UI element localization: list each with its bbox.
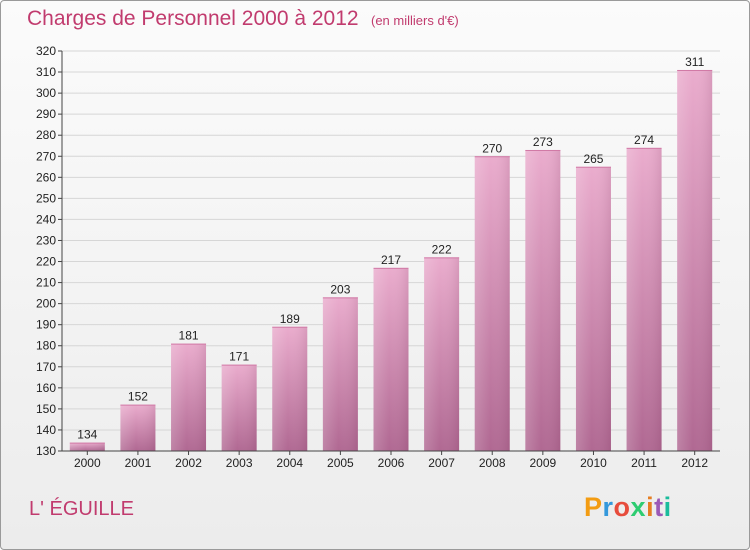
x-tick-label: 2010 [580, 456, 607, 470]
y-tick-label: 280 [36, 128, 56, 142]
y-tick-label: 170 [36, 360, 56, 374]
bar-shading [373, 267, 409, 451]
x-tick-label: 2007 [428, 456, 455, 470]
bar-shading [424, 257, 460, 451]
data-label: 134 [77, 428, 97, 442]
bars [69, 69, 713, 452]
x-tick-label: 2002 [175, 456, 202, 470]
data-label: 152 [128, 390, 148, 404]
y-tick-label: 200 [36, 297, 56, 311]
data-label: 270 [482, 141, 502, 155]
bar-shading [171, 343, 207, 451]
x-tick-label: 2008 [479, 456, 506, 470]
data-label: 273 [533, 135, 553, 149]
data-label: 171 [229, 350, 249, 364]
data-label: 274 [634, 133, 654, 147]
data-label: 222 [432, 242, 452, 256]
x-tick-label: 2001 [125, 456, 152, 470]
x-tick-label: 2012 [681, 456, 708, 470]
y-tick-label: 210 [36, 276, 56, 290]
y-tick-label: 160 [36, 381, 56, 395]
y-tick-label: 130 [36, 444, 56, 458]
y-tick-label: 250 [36, 191, 56, 205]
bar-shading [272, 326, 308, 451]
bar-shading [575, 166, 611, 451]
y-tick-label: 270 [36, 149, 56, 163]
bar-shading [120, 404, 156, 451]
x-tick-label: 2011 [631, 456, 657, 470]
logo-letter: r [602, 492, 614, 522]
logo-letter: i [663, 492, 672, 522]
bar-shading [525, 149, 561, 451]
axes: 130 140 150 160 170 180 190 200 210 220 230 240 250 2… [36, 44, 720, 470]
data-label: 203 [330, 282, 350, 296]
y-tick-label: 260 [36, 170, 56, 184]
data-label: 265 [583, 152, 603, 166]
y-tick-label: 240 [36, 212, 56, 226]
y-tick-label: 150 [36, 402, 56, 416]
x-tick-label: 2006 [378, 456, 405, 470]
bar-shading [69, 442, 105, 451]
proxiti-logo[interactable]: Proxiti [584, 492, 672, 523]
y-tick-label: 140 [36, 423, 56, 437]
chart-subtitle: (en milliers d'€) [371, 13, 459, 28]
value-labels: 134 152 181 171 189 203 217 222 270 273 265 274 311 [77, 55, 704, 442]
y-tick-label: 230 [36, 233, 56, 247]
bar-shading [626, 147, 662, 451]
y-tick-label: 190 [36, 318, 56, 332]
bar-shading [221, 364, 257, 451]
y-tick-label: 320 [36, 44, 56, 58]
x-tick-label: 2009 [529, 456, 556, 470]
x-tick-label: 2003 [226, 456, 253, 470]
data-label: 311 [685, 55, 704, 69]
data-label: 189 [280, 312, 300, 326]
logo-letter: x [630, 492, 647, 522]
bar-shading [322, 297, 358, 451]
logo-letter: P [584, 492, 603, 522]
y-tick-label: 290 [36, 107, 56, 121]
y-tick-label: 220 [36, 255, 56, 269]
y-tick-label: 300 [36, 86, 56, 100]
logo-letter: i [646, 492, 655, 522]
logo-letter: t [654, 492, 664, 522]
commune-name: L' ÉGUILLE [29, 498, 134, 520]
bar-shading [677, 69, 713, 452]
x-tick-label: 2004 [276, 456, 303, 470]
chart-title: Charges de Personnel 2000 à 2012 [27, 7, 359, 30]
logo-letter: o [613, 492, 631, 522]
data-label: 217 [381, 253, 401, 267]
data-label: 181 [179, 329, 199, 343]
x-tick-label: 2005 [327, 456, 354, 470]
x-tick-label: 2000 [74, 456, 101, 470]
y-tick-label: 180 [36, 339, 56, 353]
bar-shading [474, 156, 510, 451]
y-tick-label: 310 [36, 65, 56, 79]
